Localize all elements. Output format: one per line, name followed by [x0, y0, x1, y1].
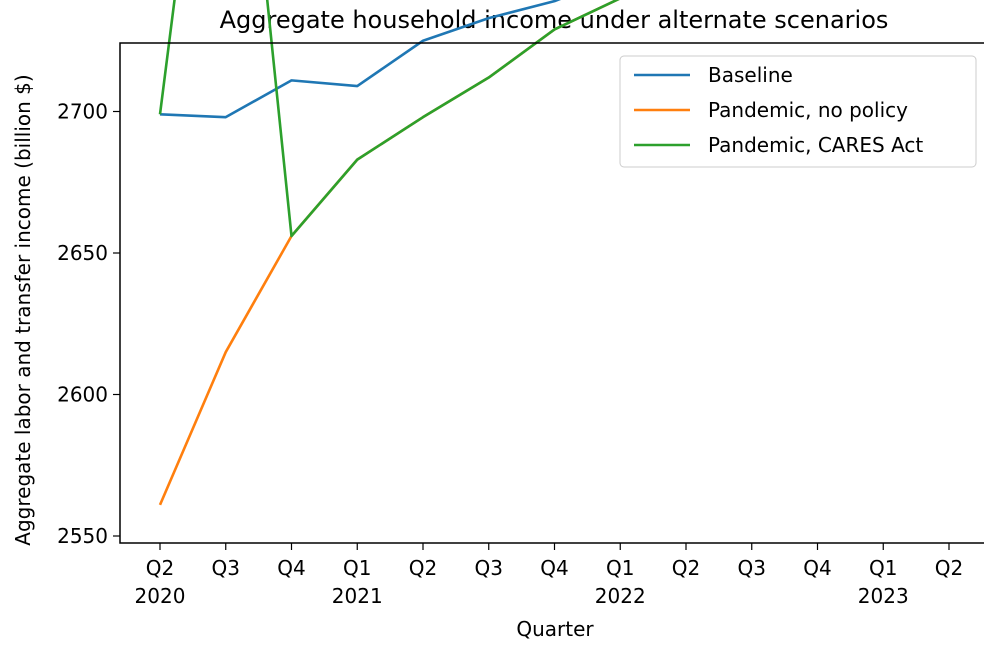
x-tick-label: Q1 [343, 556, 371, 580]
series-line-pandemic-cares-act [158, 0, 620, 238]
x-year-label: 2020 [135, 584, 186, 608]
x-tick-label: Q1 [606, 556, 634, 580]
legend-entry-pandemic-no-policy: Pandemic, no policy [708, 98, 908, 122]
x-tick-label: Q2 [146, 556, 174, 580]
y-axis-label: Aggregate labor and transfer income (bil… [11, 74, 35, 545]
series-line-baseline [159, 0, 562, 119]
x-tick-label: Q4 [277, 556, 305, 580]
x-tick-label: Q3 [475, 556, 503, 580]
x-axis-label: Quarter [516, 617, 594, 641]
x-tick-label: Q3 [738, 556, 766, 580]
x-year-label: 2021 [332, 584, 383, 608]
legend-entry-pandemic-cares-act: Pandemic, CARES Act [708, 133, 923, 157]
x-tick-label: Q2 [672, 556, 700, 580]
y-tick-label: 2550 [57, 524, 108, 548]
x-tick-label: Q4 [803, 556, 831, 580]
x-tick-label: Q3 [212, 556, 240, 580]
y-tick-label: 2650 [57, 241, 108, 265]
x-tick-label: Q1 [869, 556, 897, 580]
x-tick-label: Q2 [409, 556, 437, 580]
x-tick-label: Q2 [935, 556, 963, 580]
legend-box [619, 55, 977, 168]
y-tick-label: 2700 [57, 100, 108, 124]
x-year-label: 2023 [858, 584, 909, 608]
x-year-label: 2022 [595, 584, 646, 608]
y-tick-label: 2600 [57, 383, 108, 407]
series-layer [158, 0, 620, 506]
legend: Baseline Pandemic, no policy Pandemic, CAR… [619, 55, 977, 168]
y-axis: 2550260026502700275028002850 [57, 100, 120, 548]
x-axis: Q2 Q3 Q4 Q1 Q2 Q3 Q4 Q1 Q2 Q3 Q4 Q1 Q2 2020 2021 2022 20… [135, 543, 963, 608]
legend-entry-baseline: Baseline [708, 63, 793, 87]
x-tick-label: Q4 [540, 556, 568, 580]
